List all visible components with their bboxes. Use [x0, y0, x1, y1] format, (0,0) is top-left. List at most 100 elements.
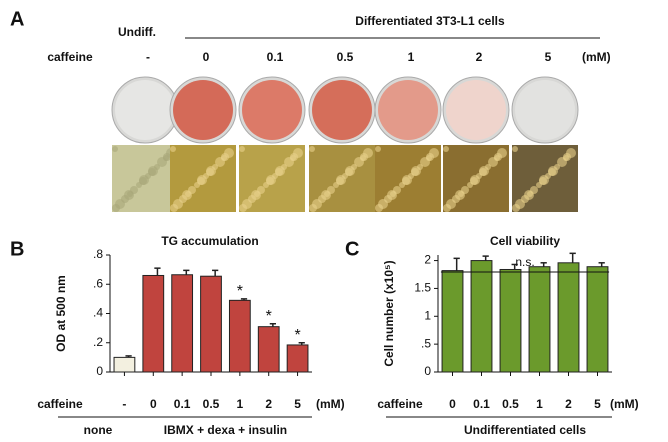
bar	[286, 344, 309, 373]
bar	[257, 326, 280, 373]
cell	[563, 153, 571, 161]
cell	[360, 153, 368, 161]
x-tick-label: 1	[237, 397, 244, 411]
cell	[402, 175, 412, 185]
dose-label: 2	[476, 50, 483, 64]
panel-label: A	[10, 8, 24, 30]
y-tick-label: 1	[424, 308, 431, 322]
bar	[200, 275, 222, 373]
bar	[470, 260, 493, 373]
cell	[185, 191, 191, 197]
x-tick-label: 0.5	[502, 397, 519, 411]
cell	[521, 195, 529, 203]
x-tick-label: -	[122, 397, 126, 411]
cell	[539, 175, 549, 185]
x-tick-label: 0	[150, 397, 157, 411]
cell	[443, 146, 449, 152]
chart-title: Cell viability	[490, 234, 560, 248]
cell	[139, 175, 149, 185]
cell	[494, 153, 502, 161]
x-row-label: caffeine	[37, 397, 83, 411]
bar	[441, 270, 464, 373]
cell	[512, 146, 518, 152]
dose-label: 5	[545, 50, 552, 64]
cell	[290, 153, 298, 161]
cell	[527, 191, 533, 197]
y-tick-label: .6	[93, 276, 103, 290]
dose-label: 0	[203, 50, 210, 64]
undiff-label: Undiff.	[118, 25, 156, 39]
dish	[446, 80, 506, 140]
dose-label: 0.1	[267, 50, 284, 64]
y-tick-label: .5	[421, 336, 431, 350]
significance: *	[266, 308, 272, 325]
y-tick-label: 0	[424, 364, 431, 378]
bar	[557, 262, 580, 373]
y-tick-label: .2	[93, 335, 103, 349]
x-tick-label: 0.1	[473, 397, 490, 411]
x-tick-label: 0	[449, 397, 456, 411]
cell	[458, 191, 464, 197]
cell	[411, 166, 421, 176]
cell	[452, 195, 460, 203]
cell	[309, 146, 315, 152]
cell	[275, 166, 285, 176]
cell	[318, 195, 326, 203]
cell	[254, 191, 260, 197]
cell	[479, 166, 489, 176]
dish	[515, 80, 575, 140]
group-label: none	[84, 423, 113, 437]
bar	[113, 356, 136, 373]
cell	[197, 175, 207, 185]
cell	[248, 195, 256, 203]
x-tick-label: 5	[594, 397, 601, 411]
bar	[528, 266, 551, 373]
cell	[548, 166, 558, 176]
bar	[499, 268, 522, 373]
cell	[470, 175, 480, 185]
group-label: IBMX + dexa + insulin	[164, 423, 287, 437]
y-axis-label: OD at 500 nm	[54, 275, 68, 352]
cell	[390, 191, 396, 197]
cell	[426, 153, 434, 161]
cell	[345, 166, 355, 176]
bar	[586, 266, 609, 373]
group-label: Undifferentiated cells	[464, 423, 586, 437]
unit-label: (mM)	[610, 397, 639, 411]
cell	[266, 175, 276, 185]
cell	[148, 166, 158, 176]
panel-label: C	[345, 238, 359, 260]
x-tick-label: 2	[565, 397, 572, 411]
cell	[324, 191, 330, 197]
cell	[336, 175, 346, 185]
bar	[142, 274, 165, 373]
unit-label: (mM)	[316, 397, 345, 411]
x-tick-label: 5	[294, 397, 301, 411]
chart-title: TG accumulation	[161, 234, 258, 248]
cell	[443, 204, 451, 212]
y-tick-label: 1.5	[414, 281, 431, 295]
y-tick-label: .4	[93, 306, 103, 320]
x-tick-label: 0.1	[174, 397, 191, 411]
x-tick-label: 1	[536, 397, 543, 411]
panel-label: B	[10, 238, 24, 260]
dish	[312, 80, 372, 140]
cell	[375, 204, 383, 212]
cell	[206, 166, 216, 176]
cell	[512, 204, 520, 212]
x-tick-label: 2	[265, 397, 272, 411]
dish	[115, 80, 175, 140]
unit-label: (mM)	[582, 50, 611, 64]
y-tick-label: 2	[424, 253, 431, 267]
bracket-label: n.s.	[515, 255, 534, 269]
significance: *	[294, 327, 300, 344]
bar	[171, 274, 194, 373]
significance: *	[237, 283, 243, 300]
cell	[239, 204, 247, 212]
cell	[179, 195, 187, 203]
cell	[170, 146, 176, 152]
cell	[384, 195, 392, 203]
x-tick-label: 0.5	[203, 397, 220, 411]
dose-label: 1	[408, 50, 415, 64]
